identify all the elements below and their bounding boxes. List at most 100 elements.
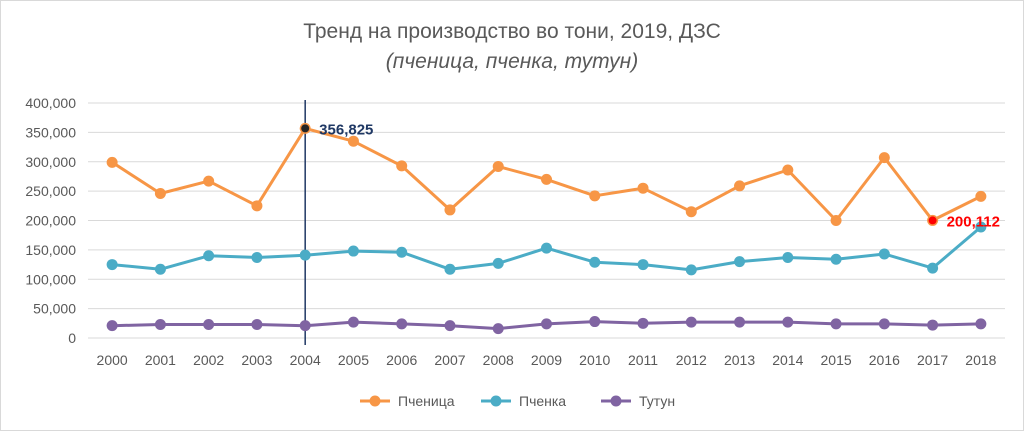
data-point: [830, 215, 842, 226]
data-point: [927, 262, 939, 274]
data-point: [492, 323, 504, 335]
data-point: [685, 206, 697, 218]
x-tick-label: 2004: [290, 352, 321, 368]
data-point: [154, 263, 166, 275]
data-point: [878, 152, 890, 164]
data-point: [734, 180, 746, 192]
data-point: [444, 320, 456, 332]
data-point: [782, 164, 794, 176]
y-tick-label: 250,000: [25, 183, 76, 199]
legend-marker: [610, 395, 622, 407]
data-label: 356,825: [319, 121, 373, 138]
data-point: [541, 173, 552, 185]
x-tick-label: 2003: [241, 352, 272, 368]
data-point: [203, 318, 215, 330]
gridlines: [88, 102, 1005, 339]
annotation-marker: [928, 216, 937, 225]
data-point: [444, 263, 456, 275]
x-tick-label: 2006: [386, 352, 417, 368]
y-tick-label: 200,000: [25, 213, 76, 229]
legend-entry: Пченка: [519, 393, 566, 409]
annotations: 356,825 200,112: [301, 121, 1000, 230]
y-tick-label: 400,000: [25, 95, 76, 111]
data-point: [299, 320, 311, 332]
data-point: [975, 221, 987, 233]
x-tick-label: 2009: [531, 352, 562, 368]
data-point: [106, 320, 118, 332]
data-point: [637, 182, 649, 194]
y-tick-label: 150,000: [25, 242, 76, 258]
data-point: [782, 252, 794, 264]
data-point: [589, 316, 601, 328]
data-point: [106, 156, 118, 168]
x-tick-label: 2005: [338, 352, 369, 368]
data-point: [347, 245, 359, 257]
x-tick-label: 2015: [821, 352, 852, 368]
data-point: [830, 253, 842, 265]
x-tick-label: 2000: [97, 352, 128, 368]
x-tick-label: 2011: [628, 352, 658, 368]
data-point: [589, 190, 601, 202]
chart-subtitle: (пченица, пченка, тутун): [385, 50, 639, 73]
legend-marker: [490, 395, 502, 407]
data-point: [589, 256, 601, 268]
x-tick-label: 2007: [434, 352, 465, 368]
x-tick-label: 2013: [724, 352, 755, 368]
data-point: [541, 242, 552, 254]
data-point: [878, 248, 890, 260]
data-point: [830, 318, 842, 330]
series-lines: [106, 122, 987, 335]
y-tick-label: 50,000: [33, 301, 76, 317]
data-point: [251, 252, 263, 264]
data-point: [299, 249, 311, 261]
data-point: [396, 246, 408, 258]
x-tick-label: 2002: [193, 352, 224, 368]
data-point: [203, 175, 215, 187]
data-point: [492, 257, 504, 269]
data-point: [685, 264, 697, 276]
y-tick-label: 0: [68, 330, 76, 346]
x-tick-label: 2001: [145, 352, 176, 368]
legend: Пченица Пченка Тутун: [360, 393, 675, 409]
data-point: [637, 317, 649, 329]
data-point: [251, 200, 263, 212]
y-tick-label: 350,000: [25, 124, 76, 140]
data-point: [154, 187, 166, 199]
x-tick-label: 2010: [579, 352, 610, 368]
x-tick-label: 2018: [965, 352, 996, 368]
data-point: [975, 190, 987, 202]
data-point: [734, 316, 746, 328]
x-tick-label: 2008: [483, 352, 514, 368]
data-point: [734, 256, 746, 268]
x-axis-ticks: 2000 2001 2002 2003 2004 2005 2006 2007 2008 2009…: [97, 352, 997, 368]
data-point: [975, 318, 987, 330]
data-point: [782, 316, 794, 328]
y-axis-ticks: 0 50,000 100,000 150,000 200,000 250,000 300,0…: [25, 95, 76, 346]
data-point: [444, 204, 456, 216]
data-point: [203, 250, 215, 262]
data-point: [396, 318, 408, 330]
annotation-marker: [301, 124, 310, 133]
data-point: [927, 319, 939, 331]
x-tick-label: 2014: [772, 352, 803, 368]
y-tick-label: 300,000: [25, 154, 76, 170]
data-point: [154, 318, 166, 330]
x-tick-label: 2016: [869, 352, 900, 368]
data-point: [347, 135, 359, 147]
data-label: 200,112: [947, 213, 1000, 230]
data-point: [685, 316, 697, 328]
data-point: [106, 259, 118, 271]
data-point: [347, 316, 359, 328]
data-point: [637, 259, 649, 271]
x-tick-label: 2012: [676, 352, 707, 368]
data-point: [396, 160, 408, 172]
data-point: [492, 160, 504, 172]
legend-entry: Пченица: [398, 393, 455, 409]
data-point: [541, 318, 552, 330]
legend-marker: [369, 395, 381, 407]
y-tick-label: 100,000: [25, 271, 76, 287]
data-point: [251, 318, 263, 330]
data-point: [878, 318, 890, 330]
